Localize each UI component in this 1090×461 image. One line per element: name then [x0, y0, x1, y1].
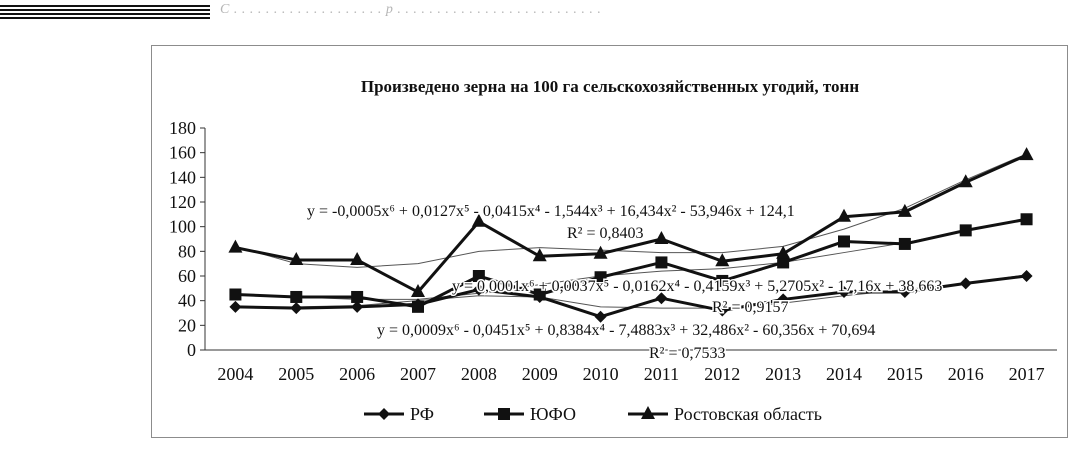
legend-marker — [641, 406, 655, 419]
data-point-1 — [838, 286, 850, 299]
trend-equation-label: R² = 0,8403 — [567, 225, 644, 242]
data-point-3 — [715, 253, 730, 267]
data-point-2 — [655, 256, 668, 269]
data-point-1 — [229, 300, 242, 313]
legend-marker — [378, 408, 390, 420]
data-point-1 — [290, 302, 303, 315]
trend-equation-label: y = 0,0009x⁶ - 0,0451x⁵ + 0,8384x⁴ - 7,4… — [377, 322, 875, 339]
data-point-2 — [412, 300, 424, 313]
x-tick-label: 2004 — [217, 364, 253, 384]
data-point-2 — [594, 271, 607, 284]
x-tick-label: 2014 — [826, 364, 862, 384]
data-point-3 — [958, 174, 973, 188]
data-point-1 — [351, 300, 364, 313]
x-tick-label: 2011 — [644, 364, 679, 384]
y-tick-label: 60 — [178, 266, 196, 286]
data-point-3 — [411, 284, 425, 298]
data-point-3 — [471, 213, 486, 227]
data-point-2 — [777, 256, 790, 269]
x-tick-label: 2015 — [887, 364, 923, 384]
chart-frame: Произведено зерна на 100 га сельскохозяй… — [151, 45, 1068, 438]
x-tick-label: 2008 — [461, 364, 497, 384]
series-line-2 — [235, 217, 1027, 309]
data-point-3 — [837, 208, 851, 222]
data-point-3 — [593, 245, 608, 259]
data-point-1 — [898, 286, 911, 299]
legend-marker — [498, 408, 510, 420]
data-point-2 — [472, 270, 485, 282]
data-point-2 — [533, 288, 546, 301]
series-line-1 — [235, 274, 1027, 319]
data-point-1 — [716, 304, 729, 317]
data-point-2 — [898, 237, 911, 250]
x-tick-label: 2006 — [339, 364, 375, 384]
series-line-3 — [235, 153, 1028, 294]
data-point-3 — [350, 251, 365, 265]
x-tick-label: 2013 — [765, 364, 801, 384]
data-point-2 — [1020, 213, 1033, 226]
legend-label: Ростовская область — [674, 404, 822, 424]
y-tick-label: 40 — [178, 291, 196, 311]
y-tick-label: 100 — [169, 217, 196, 237]
data-point-2 — [959, 224, 972, 237]
trend-equation-label: R² = 0,9157 — [712, 299, 789, 316]
data-point-3 — [897, 203, 912, 217]
trend-equation-label: y = 0,0001x⁶ + 0,0037x⁵ - 0,0162x⁴ - 0,4… — [452, 278, 942, 295]
data-point-1 — [655, 292, 668, 305]
chart-title: Произведено зерна на 100 га сельскохозяй… — [361, 77, 859, 96]
trend-equation-label: R² = 0,7533 — [649, 345, 726, 362]
data-point-1 — [777, 293, 790, 306]
x-tick-label: 2005 — [278, 364, 314, 384]
data-point-3 — [654, 231, 669, 244]
header-rule — [0, 5, 210, 19]
data-point-1 — [472, 283, 485, 296]
legend-label: РФ — [410, 404, 434, 424]
x-tick-label: 2016 — [948, 364, 984, 384]
y-tick-label: 160 — [169, 143, 196, 163]
y-tick-label: 80 — [178, 241, 196, 261]
data-point-3 — [532, 248, 547, 262]
x-tick-label: 2009 — [522, 364, 558, 384]
data-point-2 — [351, 290, 364, 303]
legend-label: ЮФО — [530, 404, 576, 424]
y-tick-label: 120 — [169, 192, 196, 212]
chart: Произведено зерна на 100 га сельскохозяй… — [169, 77, 1057, 424]
data-point-3 — [1019, 147, 1034, 161]
data-point-3 — [289, 251, 304, 265]
y-tick-label: 0 — [187, 340, 196, 360]
data-point-1 — [959, 277, 972, 290]
y-tick-label: 140 — [169, 167, 196, 187]
data-point-2 — [229, 288, 242, 301]
y-tick-label: 180 — [169, 118, 196, 138]
y-tick-label: 20 — [178, 315, 196, 335]
data-point-2 — [290, 290, 303, 303]
data-point-1 — [1020, 270, 1033, 282]
x-tick-label: 2010 — [583, 364, 619, 384]
x-tick-label: 2017 — [1009, 364, 1045, 384]
x-tick-label: 2012 — [704, 364, 740, 384]
data-point-3 — [776, 245, 791, 259]
data-point-2 — [716, 274, 729, 287]
trend-equation-label: y = -0,0005x⁶ + 0,0127x⁵ - 0,0415x⁴ - 1,… — [307, 203, 795, 220]
data-point-1 — [594, 310, 607, 323]
data-point-2 — [838, 235, 850, 248]
x-tick-label: 2007 — [400, 364, 436, 384]
data-point-3 — [228, 239, 243, 253]
header-running-text: С . . . . . . . . . . . . . . . . . . . … — [220, 2, 602, 17]
